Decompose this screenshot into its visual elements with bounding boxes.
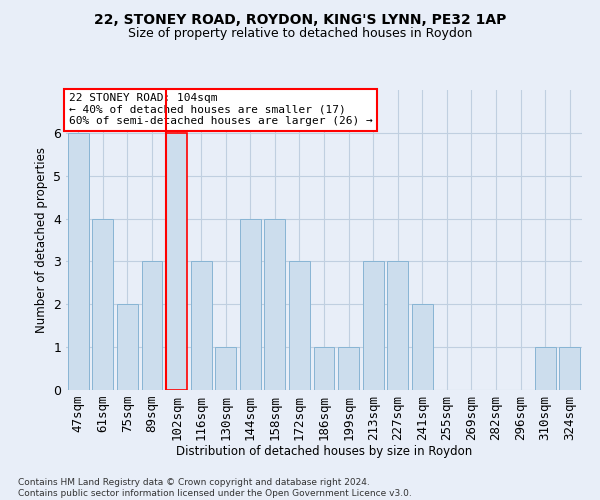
- Bar: [559, 347, 580, 390]
- Bar: [265, 218, 286, 390]
- Bar: [68, 133, 89, 390]
- Y-axis label: Number of detached properties: Number of detached properties: [35, 147, 47, 333]
- Bar: [166, 133, 187, 390]
- Bar: [240, 218, 261, 390]
- Bar: [535, 347, 556, 390]
- Text: Contains HM Land Registry data © Crown copyright and database right 2024.
Contai: Contains HM Land Registry data © Crown c…: [18, 478, 412, 498]
- Bar: [117, 304, 138, 390]
- Bar: [92, 218, 113, 390]
- Text: Size of property relative to detached houses in Roydon: Size of property relative to detached ho…: [128, 28, 472, 40]
- Bar: [387, 262, 408, 390]
- Bar: [314, 347, 334, 390]
- X-axis label: Distribution of detached houses by size in Roydon: Distribution of detached houses by size …: [176, 446, 472, 458]
- Bar: [362, 262, 383, 390]
- Text: 22 STONEY ROAD: 104sqm
← 40% of detached houses are smaller (17)
60% of semi-det: 22 STONEY ROAD: 104sqm ← 40% of detached…: [68, 93, 373, 126]
- Bar: [142, 262, 163, 390]
- Bar: [289, 262, 310, 390]
- Bar: [191, 262, 212, 390]
- Bar: [338, 347, 359, 390]
- Bar: [215, 347, 236, 390]
- Bar: [412, 304, 433, 390]
- Text: 22, STONEY ROAD, ROYDON, KING'S LYNN, PE32 1AP: 22, STONEY ROAD, ROYDON, KING'S LYNN, PE…: [94, 12, 506, 26]
